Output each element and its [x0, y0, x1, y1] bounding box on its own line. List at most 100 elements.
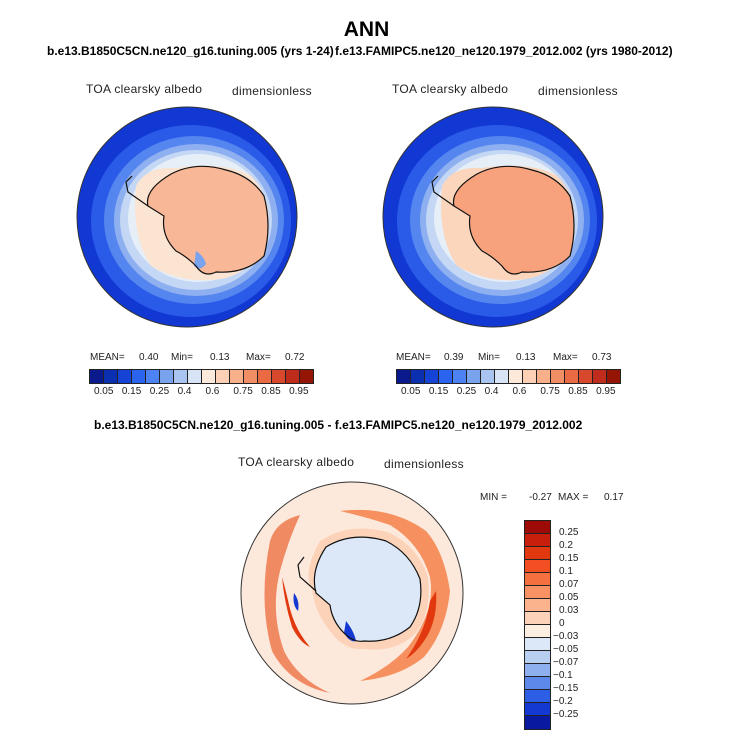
panel3-colorbar-swatch	[525, 716, 550, 729]
panel1-mean-value: 0.40	[139, 352, 159, 363]
panel3-colorbar-swatch	[525, 651, 550, 664]
panel2-colorbar-tick: 0.6	[512, 386, 527, 397]
panel1-polar-map	[76, 106, 298, 328]
panel2-colorbar-tick: 0.4	[484, 386, 499, 397]
panel1-colorbar-swatch	[272, 370, 286, 383]
panel1-colorbar	[89, 369, 314, 384]
panel1-mean-label: MEAN=	[90, 352, 125, 363]
panel1-colorbar-swatch	[230, 370, 244, 383]
panel3-colorbar-label: 0.05	[559, 592, 579, 603]
panel3-colorbar-label: −0.07	[553, 657, 579, 668]
panel3-min-value: -0.27	[529, 492, 552, 503]
panel1-colorbar-swatch	[146, 370, 160, 383]
panel2-colorbar-tick: 0.95	[596, 386, 616, 397]
panel1-colorbar-swatch	[160, 370, 174, 383]
panel2-units-label: dimensionless	[538, 84, 618, 98]
panel2-colorbar-swatch	[579, 370, 593, 383]
panel1-colorbar-swatch	[174, 370, 188, 383]
panel3-colorbar-swatch	[525, 638, 550, 651]
panel1-colorbar-swatch	[244, 370, 258, 383]
panel2-min-value: 0.13	[516, 352, 536, 363]
panel1-colorbar-tick: 0.25	[149, 386, 170, 397]
panel1-min-label: Min=	[171, 352, 193, 363]
panel1-case-title: b.e13.B1850C5CN.ne120_g16.tuning.005 (yr…	[47, 44, 334, 58]
panel1-colorbar-swatch	[300, 370, 313, 383]
panel3-colorbar-label: 0.03	[559, 605, 579, 616]
panel3-units-label: dimensionless	[384, 457, 464, 471]
panel2-max-label: Max=	[553, 352, 578, 363]
panel2-colorbar-swatch	[607, 370, 620, 383]
panel3-colorbar-label: −0.1	[553, 670, 573, 681]
panel3-colorbar-label: −0.2	[553, 696, 573, 707]
panel3-max-label: MAX =	[558, 492, 589, 503]
panel2-case-title: f.e13.FAMIPC5.ne120_ne120.1979_2012.002 …	[335, 44, 673, 58]
panel2-mean-value: 0.39	[444, 352, 464, 363]
panel2-colorbar-swatch	[565, 370, 579, 383]
panel2-colorbar-swatch	[453, 370, 467, 383]
panel2-polar-map	[382, 106, 604, 328]
panel2-max-value: 0.73	[592, 352, 612, 363]
panel1-colorbar-swatch	[202, 370, 216, 383]
panel3-colorbar-label: 0.25	[559, 527, 579, 538]
panel3-colorbar-swatch	[525, 612, 550, 625]
panel2-colorbar-swatch	[495, 370, 509, 383]
panel2-mean-label: MEAN=	[396, 352, 431, 363]
panel1-colorbar-tick: 0.05	[93, 386, 114, 397]
panel3-max-value: 0.17	[604, 492, 624, 503]
panel3-colorbar-swatch	[525, 586, 550, 599]
panel2-colorbar-swatch	[537, 370, 551, 383]
panel1-variable-label: TOA clearsky albedo	[86, 82, 203, 96]
panel2-colorbar-swatch	[481, 370, 495, 383]
panel2-colorbar-tick: 0.05	[400, 386, 421, 397]
panel2-colorbar-swatch	[397, 370, 411, 383]
panel3-colorbar-swatch	[525, 599, 550, 612]
panel3-colorbar-swatch	[525, 677, 550, 690]
panel3-colorbar-swatch	[525, 573, 550, 586]
panel3-colorbar-label: −0.15	[553, 683, 579, 694]
panel3-colorbar-label: 0.2	[559, 540, 573, 551]
panel3-colorbar-swatch	[525, 547, 550, 560]
panel1-colorbar-tick: 0.75	[233, 386, 253, 397]
panel1-units-label: dimensionless	[232, 84, 312, 98]
panel2-colorbar-swatch	[439, 370, 453, 383]
panel1-colorbar-swatch	[216, 370, 230, 383]
panel1-colorbar-swatch	[258, 370, 272, 383]
panel1-colorbar-swatch	[188, 370, 202, 383]
panel3-colorbar-swatch	[525, 703, 550, 716]
panel1-max-value: 0.72	[285, 352, 305, 363]
panel1-colorbar-tick: 0.95	[289, 386, 309, 397]
panel3-variable-label: TOA clearsky albedo	[238, 455, 355, 469]
panel2-colorbar-swatch	[411, 370, 425, 383]
panel3-colorbar-label: 0	[559, 618, 565, 629]
panel1-colorbar-tick: 0.6	[205, 386, 220, 397]
panel2-colorbar-tick: 0.75	[540, 386, 560, 397]
panel1-max-label: Max=	[246, 352, 271, 363]
page-title: ANN	[343, 18, 390, 41]
panel2-colorbar-tick: 0.85	[568, 386, 588, 397]
panel3-colorbar-label: −0.03	[553, 631, 579, 642]
panel3-colorbar-swatch	[525, 534, 550, 547]
panel3-colorbar-label: −0.05	[553, 644, 579, 655]
panel1-colorbar-swatch	[132, 370, 146, 383]
panel3-colorbar-swatch	[525, 625, 550, 638]
panel3-colorbar-label: 0.15	[559, 553, 579, 564]
panel1-colorbar-swatch	[286, 370, 300, 383]
panel3-colorbar-swatch	[525, 560, 550, 573]
panel3-colorbar-swatch	[525, 521, 550, 534]
panel1-colorbar-swatch	[90, 370, 104, 383]
panel2-colorbar-swatch	[523, 370, 537, 383]
panel2-colorbar-tick: 0.25	[456, 386, 477, 397]
panel3-colorbar-swatch	[525, 664, 550, 677]
panel1-colorbar-tick: 0.4	[177, 386, 192, 397]
panel3-colorbar-swatch	[525, 690, 550, 703]
panel3-polar-map	[240, 481, 464, 705]
panel3-colorbar	[524, 520, 551, 730]
panel3-case-title: b.e13.B1850C5CN.ne120_g16.tuning.005 - f…	[94, 418, 583, 432]
panel3-colorbar-label: 0.1	[559, 566, 573, 577]
panel3-min-label: MIN =	[480, 492, 507, 503]
panel2-colorbar-swatch	[509, 370, 523, 383]
panel2-colorbar-swatch	[593, 370, 607, 383]
panel2-colorbar-swatch	[551, 370, 565, 383]
panel1-colorbar-swatch	[118, 370, 132, 383]
panel3-colorbar-label: 0.07	[559, 579, 579, 590]
